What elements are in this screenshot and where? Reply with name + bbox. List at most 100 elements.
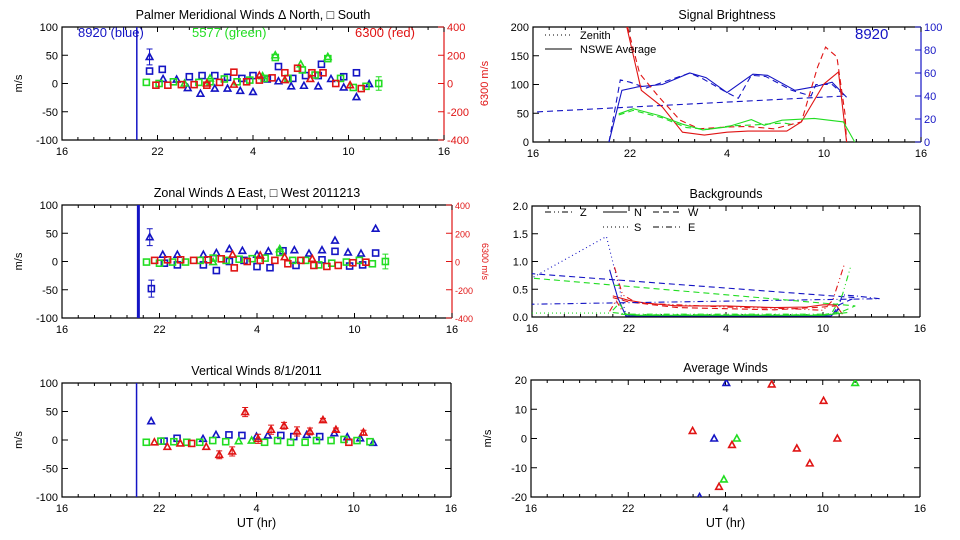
data-point-blue-triangle [211, 429, 221, 439]
y2-tick-label: 0 [455, 258, 460, 268]
legend-label-green: 5577 (green) [192, 25, 266, 40]
data-point-blue-triangle [222, 83, 233, 92]
data-point-green-square [157, 437, 165, 445]
series-line-blue-solid [608, 72, 847, 142]
x-tick-label: 16 [445, 503, 457, 515]
x-tick-label: 16 [56, 503, 68, 515]
series-line-red-dashed [627, 27, 848, 142]
data-point-green-square [208, 436, 217, 445]
legend-label-blue: 8920 (blue) [78, 25, 144, 40]
data-point-blue-triangle [339, 82, 349, 91]
legend-label: W [688, 207, 699, 219]
legend-label: Z [580, 207, 587, 219]
series-line-blue-dashed [533, 72, 847, 142]
y2-tick-label: -200 [455, 286, 473, 296]
data-point-red-triangle [201, 441, 211, 451]
data-point-red-square [268, 74, 276, 82]
data-point-red-square [334, 261, 343, 270]
y-tick-label: 1.5 [513, 229, 528, 241]
y-axis-label: m/s [13, 252, 25, 270]
error-bar [146, 228, 153, 247]
data-point-red-square [284, 259, 292, 268]
data-point-red-triangle [227, 249, 238, 258]
data-point-blue-square [288, 74, 297, 83]
y-tick-label: -50 [42, 464, 58, 476]
chart-title: Signal Brightness [678, 8, 775, 22]
data-point-red-square [308, 68, 316, 77]
y-tick-label: 0.0 [513, 312, 528, 324]
y-tick-label: 20 [515, 375, 527, 387]
y-tick-label: 0 [521, 434, 527, 446]
data-point-red-square [150, 256, 159, 265]
data-point-red-triangle [727, 439, 737, 449]
y2-tick-label: 80 [924, 45, 936, 57]
x-axis-label: UT (hr) [706, 516, 745, 530]
data-point-red-square [164, 81, 172, 89]
data-point-red-square [331, 79, 340, 88]
data-point-green-square [142, 78, 151, 87]
x-tick-label: 16 [914, 323, 926, 335]
data-point-green-triangle [732, 433, 742, 442]
data-point-green-square [209, 254, 217, 262]
y-tick-label: 1.0 [513, 257, 528, 269]
data-point-blue-square [211, 71, 219, 80]
data-point-red-triangle [175, 438, 185, 447]
x-tick-label: 22 [153, 324, 165, 336]
x-tick-label: 16 [525, 503, 537, 515]
y2-tick-label: 200 [455, 229, 470, 239]
data-point-red-square [319, 68, 327, 77]
series-line-blue-dashdot [532, 294, 880, 315]
data-point-blue-square [158, 65, 167, 74]
y-tick-label: 0 [523, 137, 529, 149]
x-tick-label: 4 [253, 503, 259, 515]
data-point-blue-triangle [696, 491, 703, 497]
series-line-green-dashed [532, 277, 856, 316]
legend-label-red: 6300 (red) [355, 25, 415, 40]
y-tick-label: -100 [36, 135, 58, 147]
y-tick-label: -20 [511, 492, 527, 504]
data-point-green-square [353, 436, 361, 445]
y2-tick-label: -200 [447, 107, 469, 119]
data-point-blue-triangle [351, 91, 362, 101]
y2-tick-label: -400 [455, 314, 473, 324]
data-point-blue-triangle [224, 243, 235, 253]
y-tick-label: 0 [52, 79, 58, 91]
x-axis-label: UT (hr) [237, 516, 276, 530]
data-point-blue-triangle [158, 73, 168, 83]
y2-tick-label: 20 [924, 114, 936, 126]
data-point-blue-triangle [235, 85, 245, 95]
data-point-blue-triangle [299, 80, 309, 90]
data-point-red-square [243, 257, 252, 266]
data-point-green-square [142, 438, 151, 447]
y-tick-label: 10 [515, 404, 527, 416]
data-point-green-square [273, 436, 282, 445]
data-point-blue-square [266, 263, 274, 272]
chart-title: Zonal Winds Δ East, □ West 2011213 [154, 186, 361, 200]
x-tick-label: 4 [724, 148, 730, 160]
data-point-green-triangle [275, 243, 285, 253]
legend-label: E [688, 222, 695, 234]
y-tick-label: 50 [46, 50, 58, 62]
data-point-red-square [177, 80, 186, 89]
data-point-blue-triangle [370, 223, 381, 233]
x-tick-label: 16 [56, 324, 68, 336]
data-point-green-square [312, 436, 321, 445]
data-point-blue-triangle [286, 81, 296, 90]
x-tick-label: 16 [56, 146, 68, 158]
data-point-red-square [163, 256, 172, 264]
y2-tick-label: 400 [455, 201, 470, 211]
data-point-blue-triangle [721, 380, 731, 387]
data-point-red-square [217, 255, 226, 263]
data-point-blue-triangle [144, 51, 155, 61]
y-tick-label: -100 [36, 492, 58, 504]
data-point-green-square [222, 256, 230, 265]
data-point-green-square [271, 53, 280, 62]
x-tick-label: 16 [446, 324, 458, 336]
y-tick-label: 2.0 [513, 201, 528, 213]
series-line-green-solid [618, 108, 856, 142]
data-point-blue-triangle [356, 248, 366, 257]
series-line-blue-dashed [532, 273, 856, 315]
y-tick-label: 100 [40, 378, 58, 390]
y-tick-label: -100 [36, 313, 58, 325]
x-tick-label: 10 [348, 324, 360, 336]
